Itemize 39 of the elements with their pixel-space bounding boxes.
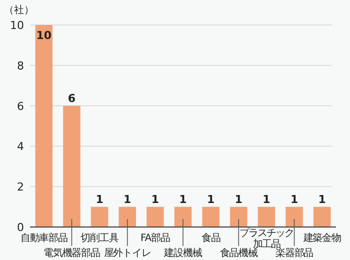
y-tick-label: 10 — [10, 19, 24, 32]
bar — [286, 206, 303, 227]
y-tick-label: 2 — [17, 180, 24, 194]
y-axis-title: （社） — [4, 4, 34, 16]
data-label: 1 — [234, 192, 242, 206]
data-label: 1 — [179, 192, 187, 206]
data-label: 1 — [96, 192, 104, 206]
x-tick-label: 食品機械 — [220, 247, 258, 259]
bar — [118, 206, 136, 227]
data-label: 1 — [318, 192, 326, 206]
x-tick-label: 建設機械 — [163, 247, 202, 259]
bar — [90, 206, 108, 227]
bar — [230, 206, 248, 227]
bar — [63, 106, 80, 227]
data-label: 1 — [151, 192, 160, 206]
y-tick-label: 6 — [17, 100, 24, 113]
bar — [202, 206, 220, 227]
bar — [174, 206, 192, 227]
y-tick-label: 0 — [17, 221, 24, 234]
x-tick-label: 食品 — [201, 232, 221, 244]
x-tick-label: 自動車部品 — [20, 232, 68, 244]
data-label: 1 — [262, 192, 270, 206]
data-label: 1 — [124, 192, 132, 206]
x-tick-label: 切削工具 — [80, 232, 119, 244]
x-tick-label: 電気機器部品 — [44, 247, 101, 259]
x-tick-label: 屋外トイレ — [104, 248, 151, 259]
y-tick-label: 4 — [17, 140, 24, 154]
bar — [146, 206, 164, 227]
bar — [35, 25, 53, 227]
data-label: 6 — [68, 92, 76, 105]
x-tick-label: FA部品 — [140, 232, 170, 244]
data-label: 1 — [290, 192, 298, 206]
data-label: 10 — [36, 29, 52, 42]
y-tick-label: 8 — [17, 59, 24, 72]
x-tick-label: 楽器部品 — [275, 247, 314, 259]
bar — [258, 206, 276, 227]
data-label: 1 — [206, 192, 215, 206]
x-tick-label: 建築金物 — [302, 232, 342, 244]
bar — [313, 206, 331, 227]
